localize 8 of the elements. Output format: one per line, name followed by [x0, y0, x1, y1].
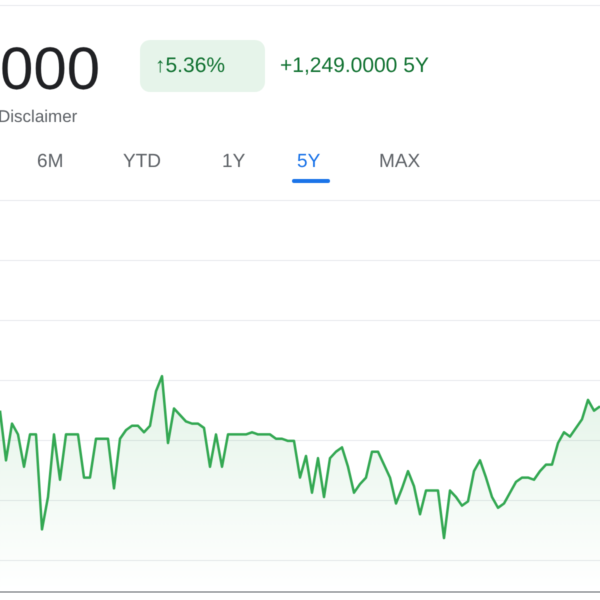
text: MAX	[379, 150, 420, 174]
text: 5Y	[297, 150, 320, 174]
text: YTD	[123, 150, 161, 174]
text: +1,249.0000 5Y	[280, 53, 429, 79]
text: 1Y	[222, 150, 246, 174]
chart-title: 000	[0, 34, 100, 104]
text: ↑5.36%	[155, 53, 226, 79]
text: 6M	[37, 150, 64, 174]
